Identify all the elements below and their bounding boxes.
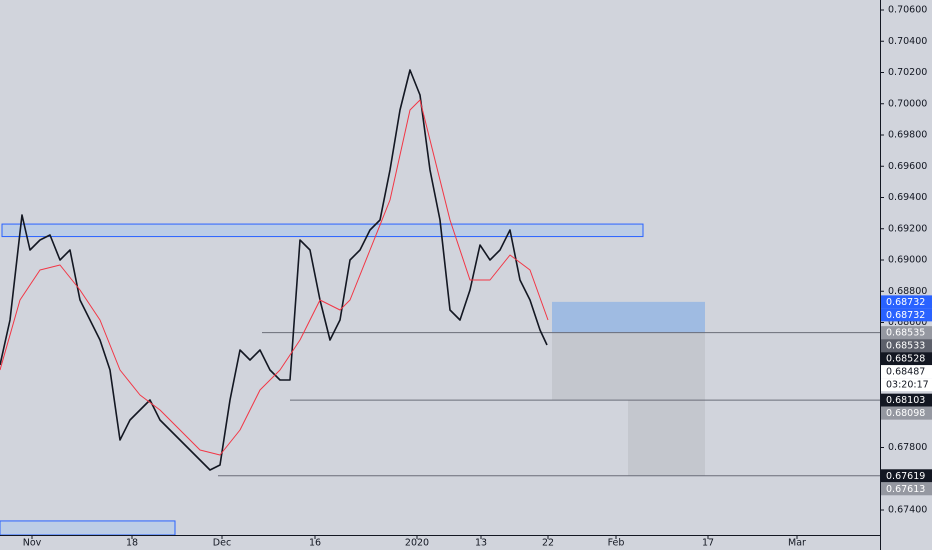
y-tick-label: 0.70600 bbox=[888, 5, 927, 16]
y-tick-label: 0.69600 bbox=[888, 161, 927, 172]
y-tick-label: 0.69400 bbox=[888, 192, 927, 203]
axes: 0.70600 0.70400 0.70200 0.70000 0.69800 0.696… bbox=[23, 5, 932, 549]
price-tag-label: 0.68732 bbox=[886, 297, 925, 308]
x-tick-label: Dec bbox=[213, 538, 231, 549]
price-tag bbox=[881, 482, 932, 496]
price-tag bbox=[881, 393, 932, 407]
countdown: 03:20:17 bbox=[886, 380, 929, 391]
y-tick-label: 0.70200 bbox=[888, 67, 927, 78]
x-tick-label: 17 bbox=[702, 538, 714, 549]
zone bbox=[0, 520, 176, 536]
price-tag-label: 0.68533 bbox=[886, 341, 925, 352]
price-tag bbox=[881, 352, 932, 366]
y-tick-label: 0.67800 bbox=[888, 442, 927, 453]
y-tick-label: 0.69000 bbox=[888, 255, 927, 266]
price-tag bbox=[881, 308, 932, 322]
price-line bbox=[0, 69, 548, 471]
countdown-box bbox=[881, 378, 932, 392]
y-tick-label: 0.68800 bbox=[888, 286, 927, 297]
zone bbox=[1, 223, 644, 238]
price-tag-label: 0.68528 bbox=[886, 354, 925, 365]
x-tick-label: Nov bbox=[23, 538, 42, 549]
y-tick-label: 0.69800 bbox=[888, 130, 927, 141]
x-tick-label: 22 bbox=[542, 538, 554, 549]
price-tag-label: 0.68103 bbox=[886, 395, 925, 406]
price-tag-label: 0.68098 bbox=[886, 408, 925, 419]
x-tick-label: Feb bbox=[608, 538, 625, 549]
price-tag bbox=[881, 295, 932, 309]
price-tag-label: 0.67619 bbox=[886, 471, 925, 482]
price-tag-label: 0.68487 bbox=[886, 367, 925, 378]
y-tick-label: 0.70000 bbox=[888, 98, 927, 109]
y-tick-label: 0.67400 bbox=[888, 505, 927, 516]
zone bbox=[552, 332, 705, 401]
y-tick-label: 0.69200 bbox=[888, 223, 927, 234]
price-tag bbox=[881, 326, 932, 340]
price-tag bbox=[881, 365, 932, 379]
y-tick-label: 0.70400 bbox=[888, 36, 927, 47]
x-tick-label: Mar bbox=[788, 538, 806, 549]
plot-area bbox=[0, 69, 880, 536]
y-tick-label: 0.68600 bbox=[888, 317, 927, 328]
x-tick-label: 13 bbox=[475, 538, 487, 549]
price-tag-label: 0.68732 bbox=[886, 310, 925, 321]
x-tick-label: 18 bbox=[126, 538, 138, 549]
price-tag bbox=[881, 339, 932, 353]
price-line bbox=[0, 99, 549, 456]
price-tag bbox=[881, 406, 932, 420]
zone bbox=[552, 301, 705, 333]
zone bbox=[628, 400, 705, 476]
x-tick-label: 2020 bbox=[405, 538, 429, 549]
x-tick-label: 16 bbox=[309, 538, 321, 549]
price-tag-label: 0.68535 bbox=[886, 328, 925, 339]
price-tag-label: 0.67613 bbox=[886, 484, 925, 495]
price-tag bbox=[881, 469, 932, 483]
